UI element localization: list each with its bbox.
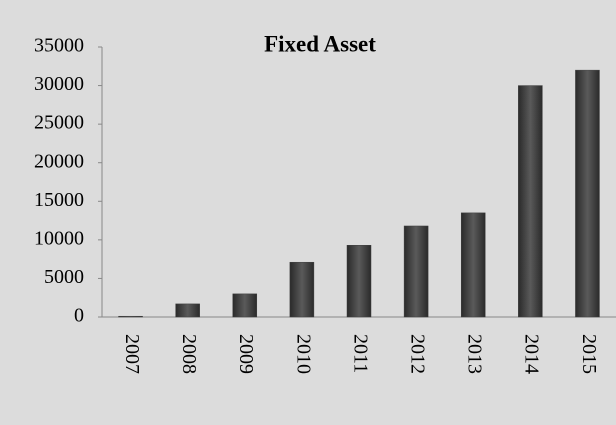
x-tick-label: 2007 [121,334,143,374]
x-tick-label: 2013 [464,334,486,374]
bar [118,315,143,318]
bar [403,225,429,318]
bar [575,69,600,318]
y-tick-label: 30000 [34,73,84,95]
y-tick-label: 5000 [44,266,84,288]
chart-title: Fixed Asset [264,31,376,56]
x-tick-label: 2008 [178,334,200,374]
x-tick-label: 2015 [578,334,600,374]
x-tick-label: 2009 [235,334,257,374]
bar [460,212,486,318]
bar [232,293,258,318]
y-tick-label: 35000 [34,35,84,57]
bar [346,245,372,318]
x-tick-label: 2014 [521,334,543,374]
x-tick-label: 2011 [349,334,371,373]
bar [175,303,200,318]
x-tick-label: 2012 [407,334,429,374]
y-tick-label: 15000 [34,189,84,211]
bar [518,85,543,318]
y-tick-label: 0 [74,305,84,327]
bar [289,261,315,318]
y-tick-label: 25000 [34,112,84,134]
y-tick-label: 10000 [34,227,84,249]
y-tick-label: 20000 [34,150,84,172]
x-tick-label: 2010 [292,334,314,374]
